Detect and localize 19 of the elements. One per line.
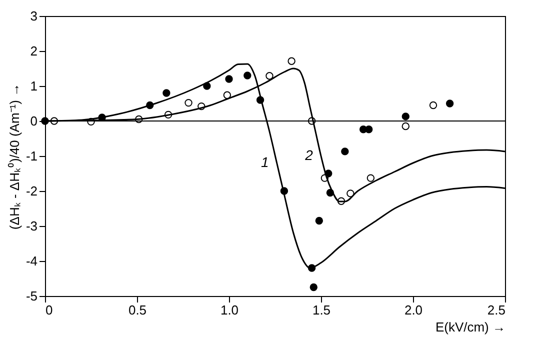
y-tick-label: 1 [30,78,38,94]
annotation: 1 [260,154,269,170]
y-tick-label: -1 [26,148,38,164]
annotation: 2 [304,147,314,163]
x-axis-title: E(kV/cm) → [435,320,506,334]
y-tick-label: -2 [26,184,38,198]
x-tick-label: 1.0 [220,302,239,318]
y-tick-label: 0 [30,114,38,128]
y-tick-label: -4 [26,254,38,268]
y-tick-label: 2 [30,44,38,58]
y-tick-label: 3 [30,8,38,24]
y-axis-title: (ΔHₖ - ΔHₖ⁰)/40 (Am⁻¹) → [6,83,22,230]
y-tick-label: -5 [26,288,38,304]
x-tick-label: 1.5 [312,302,331,318]
x-tick-label: 0.5 [128,302,147,318]
x-tick-label: 2.0 [404,302,423,318]
x-tick-label: 2.5 [487,302,506,318]
x-tick-label: 0 [46,302,53,318]
y-tick-label: -3 [26,218,38,234]
